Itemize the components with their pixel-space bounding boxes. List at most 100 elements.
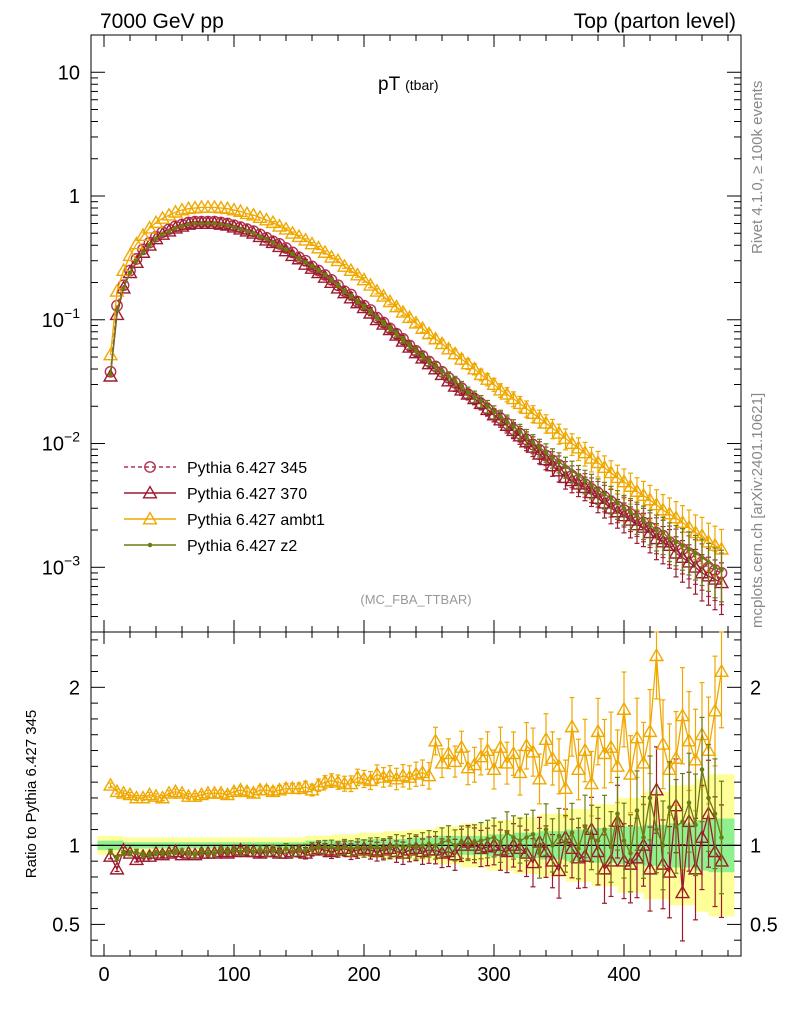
ratio-point xyxy=(382,768,398,782)
data-point xyxy=(356,299,372,314)
ratio-point xyxy=(525,854,541,869)
ratio-point xyxy=(114,855,120,861)
data-point xyxy=(283,247,289,252)
ratio-point xyxy=(135,790,151,804)
data-point xyxy=(530,440,536,445)
ratio-point xyxy=(589,835,594,840)
y-tick-label-exp: −2 xyxy=(64,429,80,445)
data-point xyxy=(374,315,380,320)
ratio-point xyxy=(147,852,152,858)
data-point xyxy=(200,199,216,213)
data-point xyxy=(569,468,575,474)
data-point xyxy=(322,272,328,278)
data-point xyxy=(602,491,607,497)
ratio-point xyxy=(447,753,463,768)
data-point xyxy=(115,280,132,294)
x-tick-label: 100 xyxy=(217,964,250,986)
data-point xyxy=(348,293,354,299)
ratio-point xyxy=(141,786,158,801)
ratio-point xyxy=(459,839,464,845)
data-point xyxy=(595,487,601,493)
ratio-point xyxy=(596,861,613,875)
ratio-point xyxy=(218,847,224,853)
data-point xyxy=(655,502,671,516)
data-point xyxy=(167,204,184,218)
data-point xyxy=(525,405,541,419)
ratio-point xyxy=(270,847,276,853)
ratio-point xyxy=(681,733,697,747)
main-panel: pT (tbar) (MC_FBA_TTBAR) 10110−110−210−3… xyxy=(42,34,742,633)
data-point xyxy=(590,454,606,469)
ratio-point xyxy=(277,849,282,854)
ratio-point xyxy=(538,843,554,858)
data-point xyxy=(524,434,529,440)
data-point xyxy=(316,268,321,273)
ratio-point xyxy=(719,835,724,840)
ratio-point xyxy=(128,851,145,866)
data-point xyxy=(407,343,412,348)
ratio-point xyxy=(140,852,146,858)
ratio-point xyxy=(167,783,184,798)
data-point xyxy=(135,227,151,241)
data-point xyxy=(473,366,489,381)
data-point xyxy=(654,527,659,533)
legend-marker xyxy=(142,485,158,499)
data-point xyxy=(570,440,587,454)
ratio-point xyxy=(538,731,554,745)
ratio-point xyxy=(174,785,190,799)
ratio-panel: 0.5 0.5 1 1 2 2 Ratio to Pythia 6.427 345 xyxy=(23,631,778,957)
series-z2 xyxy=(108,221,724,603)
legend-item-p345: Pythia 6.427 345 xyxy=(124,460,307,477)
data-point xyxy=(485,403,490,409)
data-point xyxy=(148,231,164,245)
data-point xyxy=(369,311,385,326)
data-point xyxy=(291,228,307,243)
data-point xyxy=(147,242,152,248)
ratio-point xyxy=(283,846,289,851)
y-tick-label: 10−3 xyxy=(42,552,80,579)
ratio-point xyxy=(349,769,366,783)
data-point xyxy=(297,256,314,270)
ratio-point xyxy=(296,847,302,853)
data-point xyxy=(258,232,275,246)
ratio-point xyxy=(173,849,178,854)
ratio-point xyxy=(258,782,275,796)
data-point xyxy=(173,225,178,231)
data-point xyxy=(668,510,684,524)
data-point xyxy=(460,386,476,400)
data-point xyxy=(596,459,613,474)
data-point xyxy=(135,244,151,258)
ratio-point xyxy=(167,843,184,858)
ratio-point xyxy=(608,844,614,850)
data-point xyxy=(265,214,281,229)
ratio-point xyxy=(127,850,133,856)
data-point xyxy=(629,483,645,497)
data-point xyxy=(310,264,327,279)
watermark: (MC_FBA_TTBAR) xyxy=(360,592,471,607)
data-point xyxy=(160,232,165,237)
ratio-point xyxy=(576,846,581,851)
ratio-point xyxy=(303,847,308,853)
legend-marker xyxy=(147,542,153,548)
data-point xyxy=(439,369,445,375)
data-point xyxy=(421,326,437,340)
ratio-point xyxy=(530,832,536,837)
data-point xyxy=(336,258,353,272)
data-point xyxy=(343,262,359,277)
ratio-point xyxy=(414,764,431,779)
data-point xyxy=(368,309,373,315)
ratio-point xyxy=(179,849,185,854)
data-point xyxy=(109,283,125,297)
ratio-point xyxy=(374,844,380,850)
data-point xyxy=(616,474,632,488)
ratio-point xyxy=(518,737,535,752)
data-point xyxy=(453,351,470,365)
data-point xyxy=(284,225,301,239)
ratio-point xyxy=(421,768,437,782)
data-point xyxy=(278,221,294,235)
ratio-point xyxy=(134,849,139,854)
data-point xyxy=(245,207,262,221)
data-point xyxy=(330,252,346,267)
ratio-point xyxy=(616,701,632,715)
ratio-point xyxy=(596,745,613,760)
